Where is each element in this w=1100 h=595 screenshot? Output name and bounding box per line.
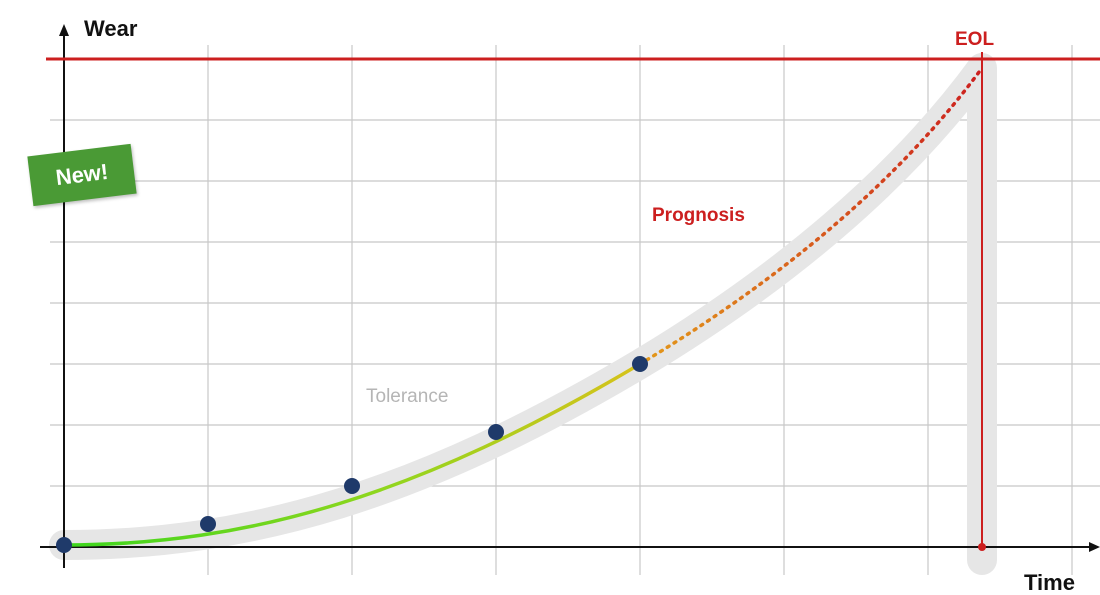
measurement-point xyxy=(632,356,648,372)
axes xyxy=(40,32,1094,568)
measurement-point xyxy=(200,516,216,532)
measurement-point xyxy=(56,537,72,553)
x-axis-label: Time xyxy=(1024,570,1075,595)
prognosis-curve xyxy=(638,66,984,366)
measurement-point xyxy=(344,478,360,494)
eol-time-marker xyxy=(978,543,986,551)
tolerance-label: Tolerance xyxy=(366,386,448,407)
measurement-point xyxy=(488,424,504,440)
y-axis-arrow xyxy=(59,24,69,36)
x-axis-arrow xyxy=(1089,542,1100,552)
measured-wear-curve xyxy=(62,362,642,547)
y-axis-label: Wear xyxy=(84,16,138,41)
prognosis-label: Prognosis xyxy=(652,205,745,226)
measurement-points xyxy=(56,356,648,553)
new-badge-label: New! xyxy=(54,158,110,191)
eol-label: EOL xyxy=(955,29,994,50)
